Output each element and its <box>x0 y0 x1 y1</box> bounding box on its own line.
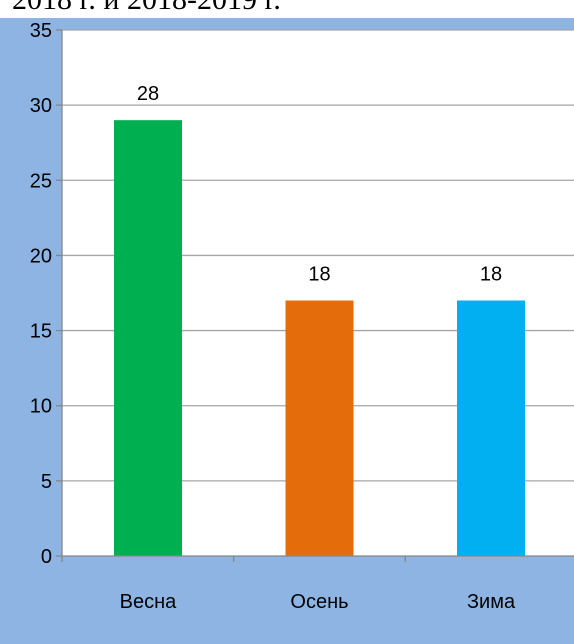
y-tick-label: 10 <box>30 396 52 418</box>
chart-frame: 0 5 10 15 20 25 30 35 28 18 18 Весна Осень Зима <box>0 18 574 644</box>
y-tick-label: 25 <box>30 170 52 192</box>
category-labels: Весна Осень Зима <box>120 591 516 613</box>
y-tick-labels: 0 5 10 15 20 25 30 35 <box>30 20 52 568</box>
bar-2 <box>285 300 354 556</box>
bar-1 <box>114 120 182 557</box>
category-label-3: Зима <box>467 591 516 613</box>
y-tick-label: 0 <box>41 546 52 568</box>
category-label-2: Осень <box>290 591 348 613</box>
y-tick-label: 35 <box>30 20 52 42</box>
data-label-2: 18 <box>308 264 330 286</box>
y-tick-label: 20 <box>30 245 52 267</box>
bars <box>114 120 525 557</box>
y-tick-label: 5 <box>41 471 52 493</box>
axes <box>56 29 574 562</box>
bar-3 <box>457 300 525 556</box>
category-label-1: Весна <box>120 591 178 613</box>
data-label-1: 28 <box>137 83 159 105</box>
y-tick-label: 30 <box>30 95 52 117</box>
data-label-3: 18 <box>480 264 502 286</box>
bar-chart: 0 5 10 15 20 25 30 35 28 18 18 Весна Осень Зима <box>30 20 574 613</box>
cut-off-heading-text: 2018 г. и 2018-2019 г. <box>12 0 281 18</box>
y-tick-label: 15 <box>30 321 52 343</box>
data-labels: 28 18 18 <box>137 83 502 285</box>
